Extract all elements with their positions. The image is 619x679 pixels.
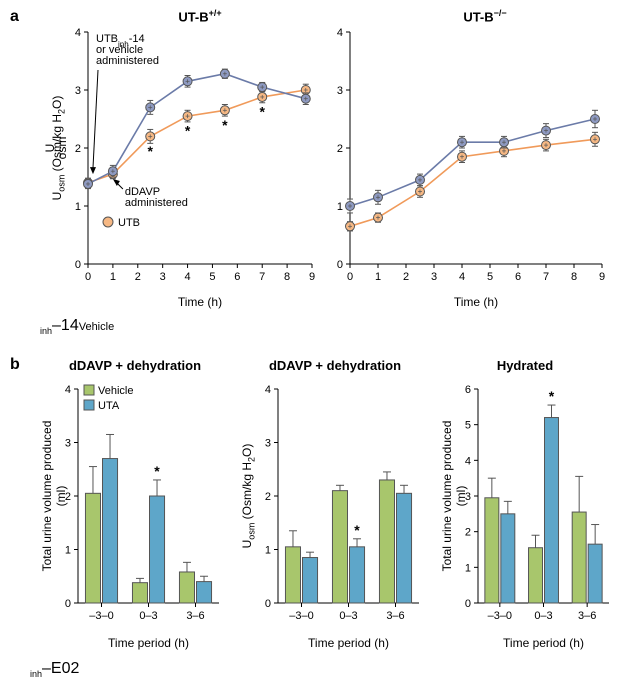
svg-text:Time (h): Time (h)	[178, 295, 222, 309]
svg-text:*: *	[154, 463, 160, 479]
svg-text:2: 2	[75, 143, 81, 155]
svg-text:0: 0	[265, 598, 271, 610]
svg-text:6: 6	[515, 271, 521, 283]
svg-text:0–3: 0–3	[534, 610, 552, 622]
panel-a-label: a	[10, 8, 19, 26]
svg-text:7: 7	[543, 271, 549, 283]
svg-text:1: 1	[337, 201, 343, 213]
svg-text:3: 3	[431, 271, 437, 283]
svg-text:4: 4	[265, 384, 271, 396]
svg-text:*: *	[185, 123, 191, 139]
svg-text:0–3: 0–3	[139, 610, 157, 622]
svg-text:Vehicle: Vehicle	[98, 385, 133, 397]
svg-text:1: 1	[110, 271, 116, 283]
panel-a-right-chart: 0 1 2 3 4 0 1 2 3 4 5 6 7 8 9 Time (h)	[330, 22, 610, 312]
svg-text:9: 9	[599, 271, 605, 283]
panel-b-chart1: 01234–3–00–33–6*Time period (h)VehicleUT…	[30, 375, 225, 655]
svg-text:4: 4	[65, 384, 71, 396]
svg-text:1: 1	[75, 201, 81, 213]
svg-text:8: 8	[284, 271, 290, 283]
panel-b-chart1-title: dDAVP + dehydration	[55, 358, 215, 373]
svg-text:6: 6	[234, 271, 240, 283]
svg-text:3: 3	[160, 271, 166, 283]
svg-text:*: *	[549, 388, 555, 404]
svg-text:1: 1	[265, 545, 271, 557]
svg-text:*: *	[354, 522, 360, 538]
svg-text:4: 4	[184, 271, 190, 283]
svg-text:0–3: 0–3	[339, 610, 357, 622]
panel-b-chart2-title: dDAVP + dehydration	[255, 358, 415, 373]
svg-text:–3–0: –3–0	[488, 610, 512, 622]
panel-a-left-chart: 012340123456789****Time (h)UosmUTBinh-14…	[40, 22, 320, 312]
svg-text:0: 0	[465, 598, 471, 610]
svg-text:0: 0	[85, 271, 91, 283]
svg-text:1: 1	[375, 271, 381, 283]
svg-text:2: 2	[265, 491, 271, 503]
svg-text:–3–0: –3–0	[89, 610, 113, 622]
panel-b-chart3-title: Hydrated	[455, 358, 595, 373]
svg-text:5: 5	[209, 271, 215, 283]
panel-b-label: b	[10, 356, 20, 374]
svg-text:Time period (h): Time period (h)	[503, 636, 584, 650]
svg-text:administered: administered	[96, 55, 159, 67]
svg-text:8: 8	[571, 271, 577, 283]
panel-b-chart2: 01234–3–00–33–6*Time period (h)Uosm (Osm…	[230, 375, 425, 655]
svg-text:5: 5	[487, 271, 493, 283]
svg-text:*: *	[222, 117, 228, 133]
svg-text:3–6: 3–6	[578, 610, 596, 622]
svg-text:2: 2	[135, 271, 141, 283]
svg-text:3–6: 3–6	[386, 610, 404, 622]
svg-text:Time (h): Time (h)	[454, 295, 498, 309]
svg-text:UTB: UTB	[118, 217, 140, 229]
svg-text:7: 7	[259, 271, 265, 283]
svg-text:UTA: UTA	[98, 400, 120, 412]
svg-text:0: 0	[337, 259, 343, 271]
svg-text:4: 4	[459, 271, 465, 283]
svg-text:0: 0	[347, 271, 353, 283]
panel-b-chart3: 0123456–3–00–33–6*Time period (h)Total u…	[430, 375, 615, 655]
svg-text:3: 3	[75, 85, 81, 97]
svg-text:2: 2	[403, 271, 409, 283]
svg-text:0: 0	[65, 598, 71, 610]
svg-text:0: 0	[75, 259, 81, 271]
svg-text:2: 2	[337, 143, 343, 155]
svg-text:9: 9	[309, 271, 315, 283]
svg-text:4: 4	[75, 27, 81, 39]
svg-text:–3–0: –3–0	[289, 610, 313, 622]
svg-text:Time period (h): Time period (h)	[108, 636, 189, 650]
svg-text:3: 3	[265, 438, 271, 450]
svg-text:Time period (h): Time period (h)	[308, 636, 389, 650]
svg-text:4: 4	[337, 27, 343, 39]
svg-text:*: *	[259, 103, 265, 119]
svg-text:3: 3	[337, 85, 343, 97]
svg-text:6: 6	[465, 384, 471, 396]
svg-text:administered: administered	[125, 197, 188, 209]
svg-text:3–6: 3–6	[186, 610, 204, 622]
svg-text:*: *	[147, 143, 153, 159]
